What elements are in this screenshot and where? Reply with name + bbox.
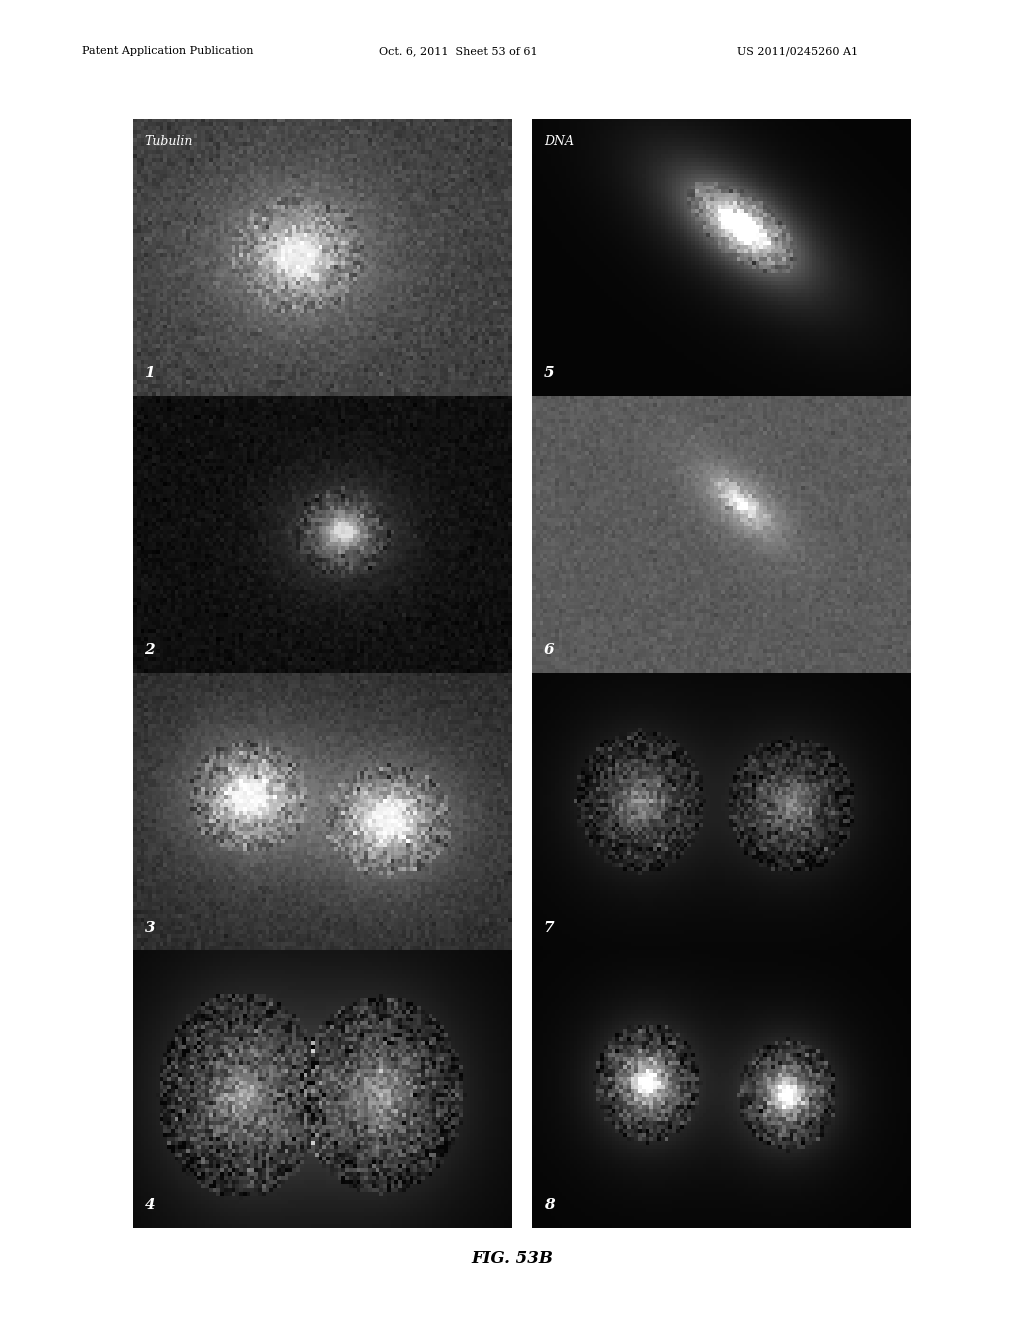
Text: 8: 8: [544, 1197, 554, 1212]
Text: DNA: DNA: [544, 135, 573, 148]
Text: FIG. 53B: FIG. 53B: [471, 1250, 553, 1267]
Text: Oct. 6, 2011  Sheet 53 of 61: Oct. 6, 2011 Sheet 53 of 61: [379, 46, 538, 57]
Text: US 2011/0245260 A1: US 2011/0245260 A1: [737, 46, 858, 57]
Text: 1: 1: [144, 366, 155, 380]
Text: 4: 4: [144, 1197, 155, 1212]
Text: 5: 5: [544, 366, 554, 380]
Text: Tubulin: Tubulin: [144, 135, 193, 148]
Text: 6: 6: [544, 643, 554, 657]
Text: 3: 3: [144, 920, 155, 935]
Text: 2: 2: [144, 643, 155, 657]
Text: Patent Application Publication: Patent Application Publication: [82, 46, 253, 57]
Text: 7: 7: [544, 920, 554, 935]
